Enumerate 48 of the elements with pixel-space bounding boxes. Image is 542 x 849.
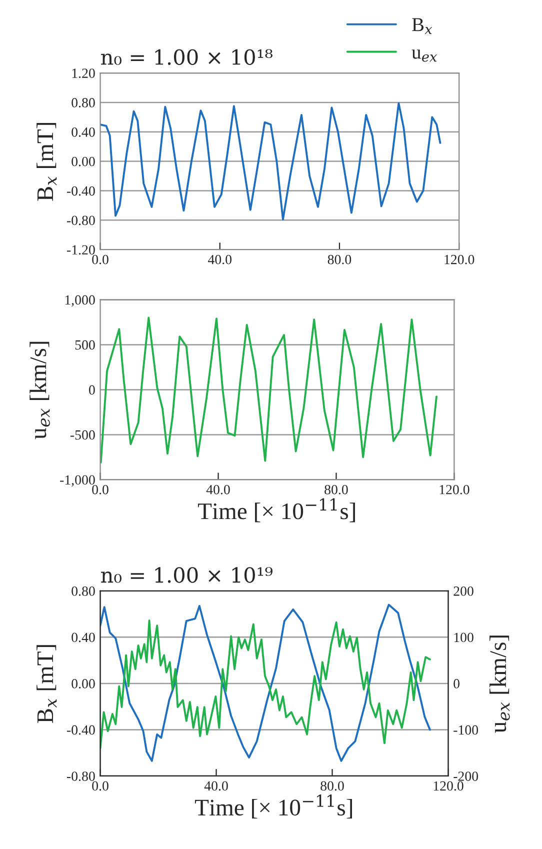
x-tick-label: 80.0 [320, 781, 344, 791]
x-tick-label: 40.0 [204, 781, 228, 791]
legend-label: u$_{ex}$ [412, 50, 437, 62]
x-axis-title: Time [× 10$^{−11}$s] [194, 794, 352, 818]
y2-axis-title: u$_{ex}$ [km/s] [490, 636, 510, 733]
y2-tick-label: 200 [454, 586, 474, 596]
x-tick-label: 0.0 [92, 484, 108, 494]
x-tick-label: 40.0 [206, 484, 230, 494]
y-axis-title: B$_{x}$ [mT] [36, 645, 57, 724]
y-tick-label: -1.20 [66, 245, 95, 255]
y-tick-label: 1,000 [65, 295, 95, 307]
chart-title: n₀ = 1.00 × 10¹⁸ [101, 49, 272, 65]
x-tick-label: 120.0 [440, 484, 470, 494]
y-tick-label: -0.40 [66, 725, 95, 735]
x-tick-label: 80.0 [324, 484, 348, 494]
x-tick-label: 0.0 [92, 781, 108, 791]
y2-tick-label: -100 [454, 725, 478, 735]
line-series [100, 620, 431, 750]
line-series [100, 102, 442, 220]
y-tick-label: 0.80 [72, 98, 95, 108]
x-tick-label: 40.0 [208, 254, 232, 264]
y-tick-label: -0.40 [66, 186, 95, 196]
x-tick-label: 0.0 [92, 254, 108, 264]
y-tick-label: -1,000 [60, 475, 95, 487]
y-tick-label: 0.00 [72, 156, 95, 166]
y-tick-label: -0.80 [66, 772, 95, 781]
chart-title: n₀ = 1.00 × 10¹⁹ [101, 567, 273, 583]
y-tick-label: 0.80 [72, 586, 95, 596]
x-tick-label: 120.0 [444, 254, 474, 264]
y-tick-label: 0.40 [72, 632, 95, 642]
y-tick-label: 1.20 [72, 68, 95, 78]
y-axis-title: B$_{x}$ [mT] [36, 123, 57, 201]
y-tick-label: -500 [70, 430, 95, 440]
line-series [100, 604, 431, 762]
line-series [100, 316, 438, 464]
x-tick-label: 120.0 [434, 781, 464, 791]
y-axis-title: u$_{ex}$ [km/s] [30, 342, 50, 440]
x-tick-label: 80.0 [328, 254, 352, 264]
legend-label: B$_{x}$ [412, 18, 432, 34]
y2-tick-label: -200 [454, 772, 478, 781]
y-tick-label: -0.80 [66, 216, 95, 226]
y-tick-label: 0.40 [72, 127, 95, 137]
y2-tick-label: 100 [454, 632, 474, 642]
y-tick-label: 500 [75, 340, 95, 350]
y2-tick-label: 0 [454, 679, 460, 688]
x-axis-title: Time [× 10$^{−11}$s] [198, 498, 355, 522]
y-tick-label: 0.00 [72, 679, 95, 688]
y-tick-label: 0 [88, 385, 95, 395]
